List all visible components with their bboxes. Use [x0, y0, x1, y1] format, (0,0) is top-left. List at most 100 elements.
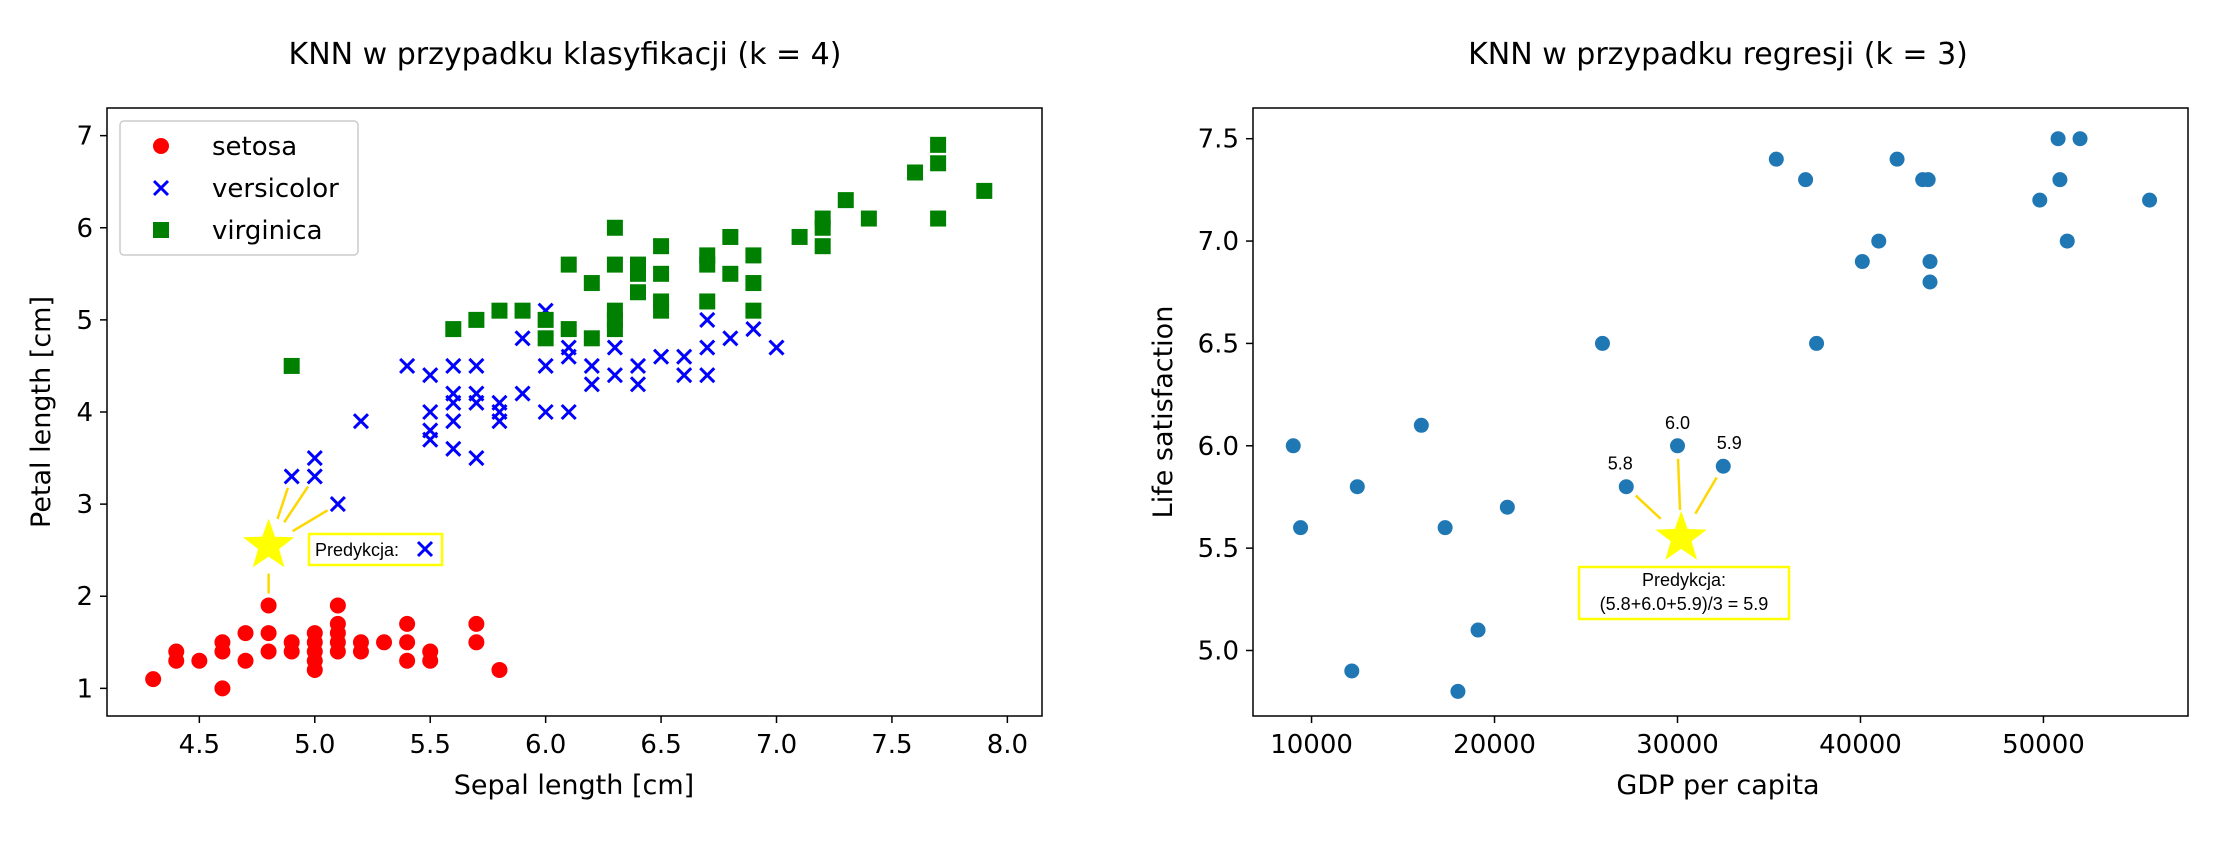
virginica-point: [629, 284, 646, 301]
regression-marks: 5.8 6.0 5.9: [1285, 131, 2158, 699]
virginica-point: [791, 228, 808, 245]
data-point: [2059, 233, 2075, 249]
versicolor-point: [306, 468, 323, 485]
virginica-point: [699, 293, 716, 310]
virginica-point: [606, 302, 623, 319]
prediction-star-icon: [1655, 510, 1707, 560]
data-point: [1470, 622, 1486, 638]
regression-plot-area: [1252, 107, 2189, 717]
versicolor-point: [352, 413, 370, 430]
data-point: [1670, 438, 1686, 454]
setosa-point: [329, 597, 346, 614]
virginica-point: [976, 182, 993, 199]
legend-label-virginica: virginica: [212, 216, 323, 246]
legend-label-setosa: setosa: [212, 132, 297, 162]
data-point: [1922, 274, 1938, 290]
virginica-point: [745, 247, 762, 264]
classification-legend: setosa versicolor virginica: [119, 120, 359, 256]
data-point: [1450, 683, 1466, 699]
virginica-point: [907, 164, 924, 181]
x-tick-label: 7.5: [871, 730, 912, 760]
setosa-point: [468, 615, 485, 632]
setosa-point: [283, 634, 300, 651]
versicolor-point: [699, 339, 716, 356]
versicolor-point: [283, 468, 300, 485]
y-tick-label: 7: [76, 122, 93, 152]
prediction-label: Predykcja:: [315, 540, 399, 560]
x-tick-label: 10000: [1270, 730, 1353, 760]
data-point: [1768, 151, 1784, 167]
neighbor-connector-line: [283, 485, 310, 523]
setosa-point: [399, 634, 416, 651]
versicolor-point: [537, 403, 554, 421]
setosa-point: [168, 643, 185, 660]
predicted-class-icon: [416, 540, 434, 558]
virginica-point: [930, 136, 947, 153]
virginica-point: [491, 302, 508, 319]
neighbor-value-label: 5.8: [1608, 454, 1633, 474]
data-point: [1618, 479, 1634, 495]
data-point: [1871, 233, 1887, 249]
classification-y-ticks: 1 2 3 4 5 6 7: [76, 122, 107, 704]
classification-x-axis-label: Sepal length [cm]: [454, 770, 694, 801]
virginica-point: [860, 210, 877, 227]
versicolor-point: [629, 357, 647, 374]
setosa-point: [376, 634, 393, 651]
versicolor-point: [422, 367, 439, 384]
regression-x-ticks: 10000 20000 30000 40000 50000: [1270, 716, 2085, 760]
setosa-point: [306, 625, 323, 642]
classification-chart: KNN w przypadku klasyfikacji (k = 4) 4.5…: [26, 37, 1043, 801]
virginica-point: [606, 219, 623, 236]
versicolor-point: [468, 357, 485, 374]
setosa-point: [260, 643, 277, 660]
versicolor-point: [468, 450, 485, 467]
versicolor-point: [560, 339, 577, 356]
versicolor-point: [422, 422, 439, 439]
x-tick-label: 5.0: [294, 730, 335, 760]
virginica-point: [930, 210, 947, 227]
versicolor-point: [329, 496, 346, 513]
classification-prediction-annotation: Predykcja:: [307, 532, 444, 567]
x-tick-label: 4.5: [179, 730, 220, 760]
y-tick-label: 7.5: [1198, 125, 1239, 155]
setosa-point: [237, 625, 254, 642]
versicolor-point: [722, 330, 739, 347]
virginica-point: [814, 238, 831, 255]
prediction-label-box: [307, 532, 444, 567]
classification-chart-title: KNN w przypadku klasyfikacji (k = 4): [289, 37, 842, 72]
virginica-point: [837, 192, 854, 209]
virginica-point: [283, 357, 300, 374]
setosa-point: [329, 615, 346, 632]
setosa-point: [237, 652, 254, 669]
virginica-point: [560, 321, 577, 338]
versicolor-point: [514, 385, 531, 402]
versicolor-point: [606, 339, 623, 356]
virginica-point: [560, 256, 577, 273]
versicolor-point: [445, 385, 462, 402]
versicolor-point: [560, 403, 577, 421]
legend-versicolor-icon: [152, 179, 170, 197]
regression-prediction-box: [1577, 565, 1791, 621]
legend-label-versicolor: versicolor: [212, 174, 339, 204]
virginica-point: [468, 311, 485, 328]
virginica-point: [583, 330, 600, 347]
virginica-point: [653, 293, 670, 310]
data-point: [1499, 499, 1515, 515]
virginica-point: [745, 275, 762, 292]
regression-chart-title: KNN w przypadku regresji (k = 3): [1468, 37, 1968, 72]
y-tick-label: 7.0: [1198, 227, 1239, 257]
versicolor-point: [699, 367, 716, 384]
regression-prediction-title: Predykcja:: [1642, 570, 1726, 590]
virginica-point: [653, 238, 670, 255]
regression-x-axis-label: GDP per capita: [1616, 770, 1819, 801]
regression-y-axis-label: Life satisfaction: [1148, 306, 1179, 519]
x-tick-label: 30000: [1636, 730, 1719, 760]
versicolor-point: [583, 357, 600, 374]
data-point: [2052, 172, 2068, 188]
data-point: [2142, 192, 2158, 208]
data-point: [1413, 417, 1429, 433]
versicolor-point: [306, 450, 323, 467]
virginica-point: [606, 256, 623, 273]
virginica-point: [722, 265, 739, 282]
y-tick-label: 1: [76, 674, 93, 704]
